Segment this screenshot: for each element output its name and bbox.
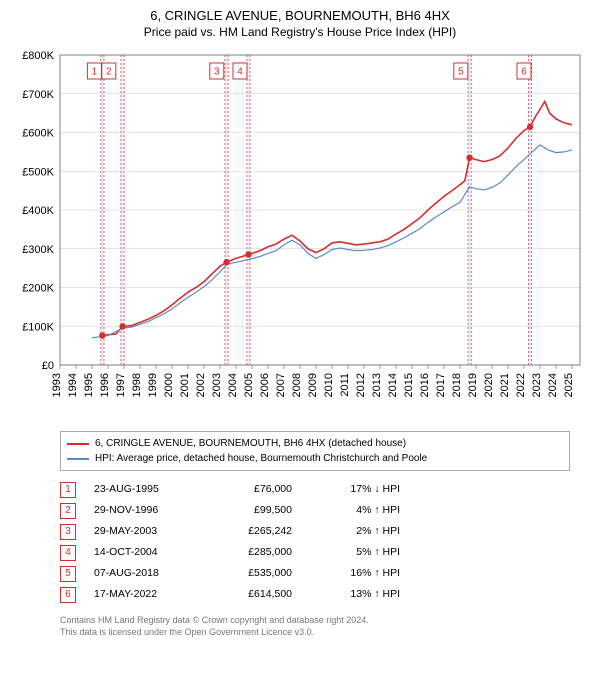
svg-text:1996: 1996 xyxy=(99,373,111,397)
svg-text:£400K: £400K xyxy=(22,205,54,217)
transaction-price: £76,000 xyxy=(212,479,292,500)
svg-text:2003: 2003 xyxy=(211,373,223,397)
svg-text:1: 1 xyxy=(92,67,98,78)
svg-text:2015: 2015 xyxy=(403,373,415,397)
svg-text:2019: 2019 xyxy=(467,373,479,397)
svg-text:1997: 1997 xyxy=(115,373,127,397)
svg-text:2004: 2004 xyxy=(227,373,239,397)
transaction-diff: 2% ↑ HPI xyxy=(310,521,400,542)
svg-text:2013: 2013 xyxy=(371,373,383,397)
legend-label: 6, CRINGLE AVENUE, BOURNEMOUTH, BH6 4HX … xyxy=(95,436,406,451)
svg-text:2011: 2011 xyxy=(339,373,351,397)
svg-text:1995: 1995 xyxy=(83,373,95,397)
svg-text:£800K: £800K xyxy=(22,50,54,62)
transaction-number: 5 xyxy=(60,566,76,582)
svg-text:2: 2 xyxy=(106,67,112,78)
svg-text:£600K: £600K xyxy=(22,128,54,140)
svg-text:2005: 2005 xyxy=(243,373,255,397)
svg-text:5: 5 xyxy=(458,67,464,78)
svg-text:2006: 2006 xyxy=(259,373,271,397)
transaction-price: £285,000 xyxy=(212,542,292,563)
legend-swatch xyxy=(67,443,89,445)
legend-swatch xyxy=(67,458,89,460)
transaction-price: £265,242 xyxy=(212,521,292,542)
svg-text:2000: 2000 xyxy=(163,373,175,397)
svg-text:2024: 2024 xyxy=(547,373,559,397)
legend: 6, CRINGLE AVENUE, BOURNEMOUTH, BH6 4HX … xyxy=(60,431,570,471)
transactions-table: 1 23-AUG-1995 £76,000 17% ↓ HPI 2 29-NOV-1996… xyxy=(60,479,570,605)
transaction-date: 14-OCT-2004 xyxy=(94,542,194,563)
svg-text:2025: 2025 xyxy=(563,373,575,397)
svg-text:2002: 2002 xyxy=(195,373,207,397)
transaction-row: 4 14-OCT-2004 £285,000 5% ↑ HPI xyxy=(60,542,570,563)
svg-text:3: 3 xyxy=(214,67,220,78)
svg-text:2010: 2010 xyxy=(323,373,335,397)
svg-text:1998: 1998 xyxy=(131,373,143,397)
svg-text:2012: 2012 xyxy=(355,373,367,397)
svg-text:2001: 2001 xyxy=(179,373,191,397)
transaction-price: £535,000 xyxy=(212,563,292,584)
legend-item: 6, CRINGLE AVENUE, BOURNEMOUTH, BH6 4HX … xyxy=(67,436,563,451)
transaction-date: 17-MAY-2022 xyxy=(94,584,194,605)
transaction-number: 1 xyxy=(60,482,76,498)
transaction-diff: 16% ↑ HPI xyxy=(310,563,400,584)
svg-text:4: 4 xyxy=(237,67,243,78)
legend-label: HPI: Average price, detached house, Bour… xyxy=(95,451,427,466)
transaction-price: £99,500 xyxy=(212,500,292,521)
svg-text:2009: 2009 xyxy=(307,373,319,397)
svg-text:2022: 2022 xyxy=(515,373,527,397)
svg-text:£100K: £100K xyxy=(22,321,54,333)
svg-text:2007: 2007 xyxy=(275,373,287,397)
svg-text:1993: 1993 xyxy=(51,373,63,397)
svg-text:1999: 1999 xyxy=(147,373,159,397)
transaction-diff: 4% ↑ HPI xyxy=(310,500,400,521)
svg-text:£500K: £500K xyxy=(22,166,54,178)
transaction-number: 4 xyxy=(60,545,76,561)
svg-text:1994: 1994 xyxy=(67,373,79,397)
chart-subtitle: Price paid vs. HM Land Registry's House … xyxy=(10,25,590,39)
svg-text:2020: 2020 xyxy=(483,373,495,397)
transaction-date: 07-AUG-2018 xyxy=(94,563,194,584)
transaction-number: 2 xyxy=(60,503,76,519)
svg-text:2016: 2016 xyxy=(419,373,431,397)
footer-line-2: This data is licensed under the Open Gov… xyxy=(60,627,570,639)
footer-line-1: Contains HM Land Registry data © Crown c… xyxy=(60,615,570,627)
svg-text:2021: 2021 xyxy=(499,373,511,397)
svg-text:£200K: £200K xyxy=(22,283,54,295)
transaction-diff: 13% ↑ HPI xyxy=(310,584,400,605)
transaction-row: 6 17-MAY-2022 £614,500 13% ↑ HPI xyxy=(60,584,570,605)
chart-title: 6, CRINGLE AVENUE, BOURNEMOUTH, BH6 4HX xyxy=(10,8,590,23)
svg-text:2014: 2014 xyxy=(387,373,399,397)
transaction-number: 3 xyxy=(60,524,76,540)
svg-text:2017: 2017 xyxy=(435,373,447,397)
svg-text:£300K: £300K xyxy=(22,244,54,256)
svg-text:£0: £0 xyxy=(42,360,54,372)
price-chart: £0 £100K £200K £300K £400K £500K £600K £700K £80… xyxy=(10,45,590,425)
transaction-date: 29-NOV-1996 xyxy=(94,500,194,521)
transaction-number: 6 xyxy=(60,587,76,603)
svg-text:2023: 2023 xyxy=(531,373,543,397)
svg-text:2018: 2018 xyxy=(451,373,463,397)
svg-text:6: 6 xyxy=(521,67,527,78)
legend-item: HPI: Average price, detached house, Bour… xyxy=(67,451,563,466)
transaction-row: 3 29-MAY-2003 £265,242 2% ↑ HPI xyxy=(60,521,570,542)
svg-text:£700K: £700K xyxy=(22,89,54,101)
transaction-date: 23-AUG-1995 xyxy=(94,479,194,500)
transaction-diff: 5% ↑ HPI xyxy=(310,542,400,563)
svg-text:2008: 2008 xyxy=(291,373,303,397)
transaction-price: £614,500 xyxy=(212,584,292,605)
transaction-date: 29-MAY-2003 xyxy=(94,521,194,542)
transaction-diff: 17% ↓ HPI xyxy=(310,479,400,500)
transaction-row: 2 29-NOV-1996 £99,500 4% ↑ HPI xyxy=(60,500,570,521)
transaction-row: 1 23-AUG-1995 £76,000 17% ↓ HPI xyxy=(60,479,570,500)
transaction-row: 5 07-AUG-2018 £535,000 16% ↑ HPI xyxy=(60,563,570,584)
